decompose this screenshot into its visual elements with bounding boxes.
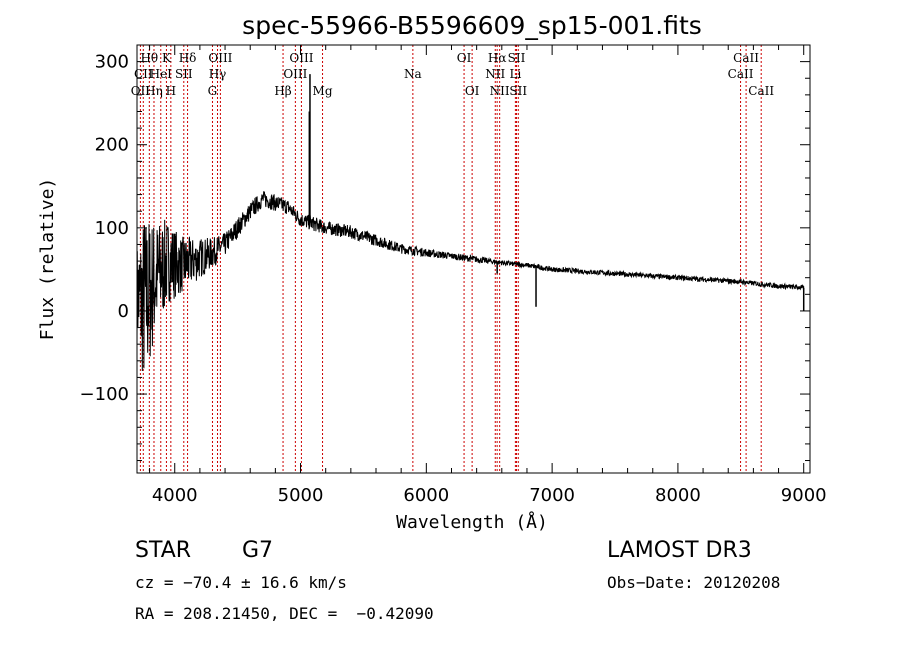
spectral-line-label: SII	[175, 67, 193, 81]
spectral-line-label: OI	[457, 51, 472, 65]
spectral-line-label: SII	[508, 51, 526, 65]
object-class: STAR	[135, 538, 192, 563]
spectral-line-label: OIII	[289, 51, 313, 65]
spectral-line-label: Hδ	[179, 51, 197, 65]
spectral-line-markers	[139, 45, 762, 473]
coordinates: RA = 208.21450, DEC = −0.42090	[135, 604, 434, 623]
spectral-line-label: NII	[485, 67, 505, 81]
x-tick-label: 9000	[781, 485, 827, 506]
spectral-line-label: Hγ	[209, 67, 227, 81]
x-axis-label: Wavelength (Å)	[396, 511, 548, 533]
spectral-line-label: CII	[134, 67, 153, 81]
x-tick-label: 5000	[278, 485, 324, 506]
spectral-line-label: OIII	[283, 67, 307, 81]
y-tick-label: 300	[95, 52, 129, 73]
redshift-text: cz = −70.4 ± 16.6 km/s	[135, 573, 347, 592]
spectral-line-label: OII	[131, 84, 151, 98]
plot-frame	[136, 44, 811, 474]
y-tick-label: 100	[95, 218, 129, 239]
spectral-line-label: CaII	[728, 67, 754, 81]
spectral-line-label: Hα	[488, 51, 507, 65]
spectral-line-label: SII	[509, 84, 527, 98]
spectral-line-label: CaII	[733, 51, 759, 65]
spectrum-features	[308, 74, 805, 311]
y-tick-label: −100	[80, 384, 129, 405]
spectral-line-label: G	[208, 84, 218, 98]
obs-date: Obs−Date: 20120208	[607, 573, 781, 592]
spectral-line-label: Li	[509, 67, 521, 81]
spectral-line-label: NII	[490, 84, 510, 98]
spectral-line-label: OI	[465, 84, 480, 98]
spectral-line-label: H	[166, 84, 176, 98]
spectral-line-label: HeI	[150, 67, 173, 81]
spectral-line-label: K	[162, 51, 172, 65]
x-axis: 4000 5000 6000 7000 8000 9000	[149, 45, 827, 506]
spectral-line-label: CaII	[748, 84, 774, 98]
spectral-line-label: Na	[404, 67, 422, 81]
y-tick-label: 200	[95, 135, 129, 156]
y-axis: −100 0 100 200 300	[80, 44, 810, 462]
spectral-line-label: Hη	[145, 84, 163, 98]
chart-title: spec-55966-B5596609_sp15-001.fits	[242, 11, 702, 40]
survey-name: LAMOST DR3	[607, 538, 752, 563]
spectral-line-label: Mg	[313, 84, 333, 98]
y-axis-label: Flux (relative)	[37, 178, 58, 341]
object-subclass: G7	[242, 538, 274, 563]
x-tick-label: 8000	[655, 485, 701, 506]
spectrum-line	[136, 191, 805, 372]
spectral-line-labels: OII CII Hθ Hη HeI K H SII Hδ G Hγ OIII Hβ OIII OIII Mg N…	[131, 51, 775, 98]
spectral-line-label: Hθ	[140, 51, 158, 65]
x-tick-label: 7000	[529, 485, 575, 506]
x-tick-label: 6000	[403, 485, 449, 506]
spectral-line-label: OIII	[208, 51, 232, 65]
x-tick-label: 4000	[152, 485, 198, 506]
y-tick-label: 0	[118, 301, 129, 322]
spectral-line-label: Hβ	[274, 84, 291, 98]
